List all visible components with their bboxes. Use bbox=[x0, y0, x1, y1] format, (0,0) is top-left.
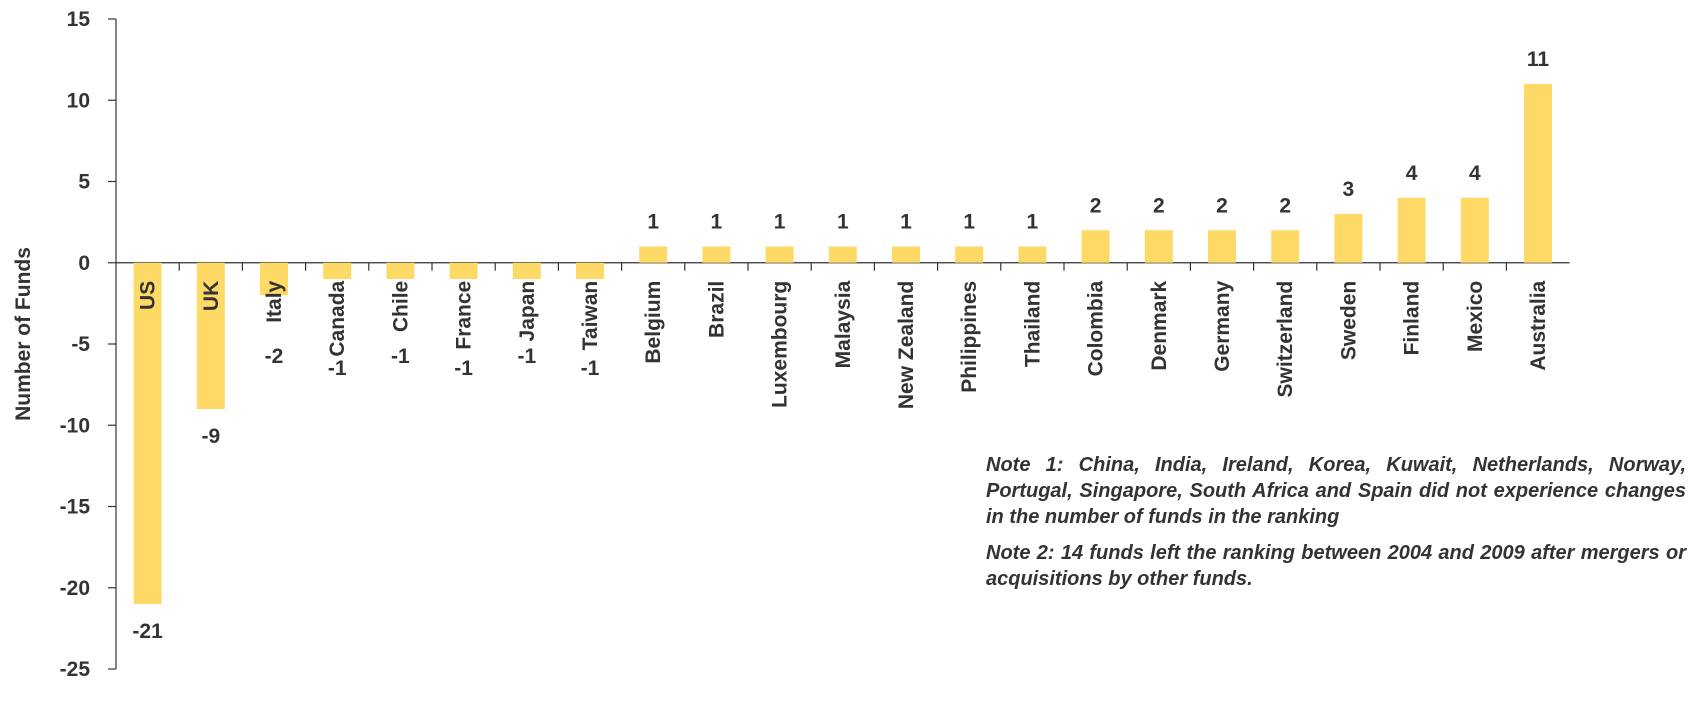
bar bbox=[702, 246, 731, 263]
bar bbox=[386, 262, 415, 279]
bar bbox=[1524, 84, 1552, 263]
value-label: 4 bbox=[1469, 162, 1481, 185]
value-label: 1 bbox=[1027, 211, 1039, 234]
bar bbox=[323, 262, 352, 279]
category-label: Belgium bbox=[642, 281, 665, 364]
category-label: Mexico bbox=[1464, 281, 1487, 352]
value-label: 2 bbox=[1090, 194, 1102, 217]
category-labels: US UK Italy Canada Chile France Japan Taiwan Bel… bbox=[137, 280, 1550, 409]
category-label: Malaysia bbox=[832, 280, 855, 368]
bar bbox=[955, 246, 984, 263]
bar bbox=[260, 262, 288, 296]
bar bbox=[1397, 197, 1426, 263]
value-label: 1 bbox=[963, 211, 975, 234]
bar bbox=[765, 246, 794, 263]
category-label: France bbox=[453, 281, 476, 350]
category-label: Germany bbox=[1211, 280, 1234, 371]
category-label: Finland bbox=[1401, 281, 1424, 356]
value-labels: -21-9-2-1-1-1-1-11 1 1 1 1 1 12 2 2 234 411 bbox=[132, 48, 1549, 643]
category-label: Brazil bbox=[705, 281, 728, 338]
value-label: 1 bbox=[774, 211, 786, 234]
value-label: -9 bbox=[201, 425, 220, 448]
category-label: Colombia bbox=[1085, 280, 1108, 376]
y-tick-label: 10 bbox=[67, 89, 90, 112]
bar bbox=[1144, 230, 1173, 263]
category-label: Denmark bbox=[1148, 280, 1171, 370]
category-label: New Zealand bbox=[895, 281, 918, 409]
y-tick-label: 15 bbox=[67, 8, 91, 31]
y-tick-label: -25 bbox=[60, 658, 91, 681]
bar bbox=[512, 262, 541, 279]
value-label: -1 bbox=[517, 345, 536, 368]
bar bbox=[1271, 230, 1300, 263]
bar bbox=[133, 262, 162, 604]
y-tick-label: -5 bbox=[71, 333, 90, 356]
bar bbox=[1334, 214, 1363, 263]
bar bbox=[449, 262, 478, 279]
value-label: 1 bbox=[647, 211, 659, 234]
value-label: -1 bbox=[328, 357, 347, 380]
value-label: 4 bbox=[1406, 162, 1418, 185]
value-label: 1 bbox=[837, 211, 849, 234]
bar bbox=[1081, 230, 1110, 263]
y-tick-label: -10 bbox=[60, 414, 90, 437]
y-axis: 15 10 5 0 -5 -10 -15 -20 -25 bbox=[60, 8, 117, 681]
y-tick-label: -20 bbox=[60, 577, 90, 600]
category-label: Australia bbox=[1527, 280, 1550, 370]
category-label: Philippines bbox=[958, 281, 981, 393]
bar bbox=[892, 246, 920, 263]
value-label: -21 bbox=[132, 620, 163, 643]
bar bbox=[1208, 230, 1236, 263]
bar bbox=[828, 246, 857, 263]
category-label: Thailand bbox=[1021, 281, 1044, 367]
value-label: 3 bbox=[1343, 178, 1355, 201]
notes: Note 1: China, India, Ireland, Korea, Ku… bbox=[986, 452, 1686, 602]
y-tick-label: -15 bbox=[60, 496, 91, 519]
category-label: Italy bbox=[263, 280, 286, 322]
category-label: Chile bbox=[389, 281, 412, 332]
value-label: 1 bbox=[711, 211, 723, 234]
y-tick-label: 0 bbox=[78, 252, 90, 275]
bar bbox=[639, 246, 668, 263]
bar bbox=[576, 262, 604, 279]
value-label: 11 bbox=[1527, 48, 1550, 71]
value-label: -1 bbox=[581, 357, 600, 380]
bars bbox=[133, 84, 1552, 604]
category-label: Canada bbox=[326, 280, 349, 356]
value-label: -1 bbox=[454, 357, 473, 380]
value-label: 2 bbox=[1279, 194, 1291, 217]
category-label: UK bbox=[200, 281, 223, 311]
bar bbox=[196, 262, 225, 409]
value-label: -2 bbox=[265, 345, 284, 368]
category-label: Taiwan bbox=[579, 281, 602, 351]
category-label: US bbox=[137, 281, 160, 310]
value-label: 2 bbox=[1153, 194, 1165, 217]
y-axis-label: Number of Funds bbox=[12, 247, 35, 421]
category-label: Japan bbox=[516, 281, 539, 342]
value-label: -1 bbox=[391, 345, 410, 368]
category-label: Switzerland bbox=[1274, 281, 1297, 398]
category-label: Luxembourg bbox=[769, 281, 792, 408]
bar bbox=[1018, 246, 1047, 263]
category-label: Sweden bbox=[1337, 281, 1360, 360]
y-tick-label: 5 bbox=[78, 171, 90, 194]
note-2: Note 2: 14 funds left the ranking betwee… bbox=[986, 542, 1686, 590]
value-label: 2 bbox=[1216, 194, 1228, 217]
bar bbox=[1460, 197, 1489, 263]
note-1: Note 1: China, India, Ireland, Korea, Ku… bbox=[986, 454, 1686, 528]
value-label: 1 bbox=[900, 211, 912, 234]
